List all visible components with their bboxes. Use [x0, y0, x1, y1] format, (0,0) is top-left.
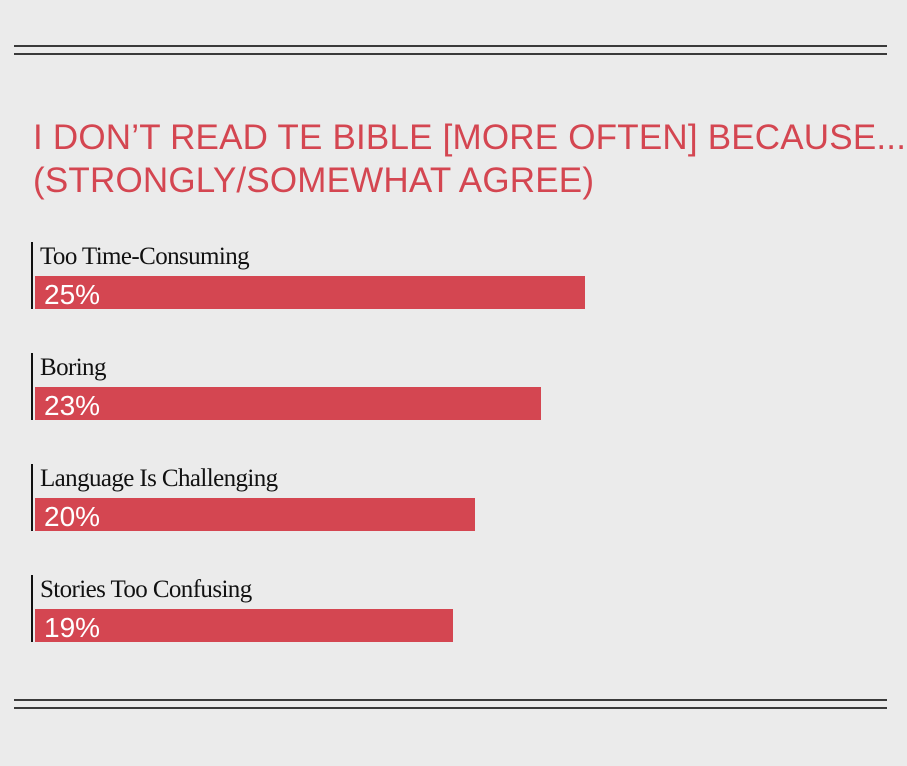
bar-language-is-challenging	[35, 498, 475, 531]
value-label-stories-too-confusing: 19%	[44, 612, 100, 643]
bottom-rule-1	[14, 699, 887, 701]
axis-tick-language-is-challenging	[31, 464, 33, 531]
value-label-boring: 23%	[44, 390, 100, 421]
category-label-too-time-consuming: Too Time-Consuming	[40, 243, 250, 270]
category-label-stories-too-confusing: Stories Too Confusing	[40, 576, 253, 603]
axis-tick-stories-too-confusing	[31, 575, 33, 642]
category-label-boring: Boring	[40, 354, 107, 381]
top-rule-1	[14, 45, 887, 47]
axis-tick-boring	[31, 353, 33, 420]
chart-title-line-1: I DON’T READ TE BIBLE [MORE OFTEN] BECAU…	[33, 118, 907, 157]
bar-stories-too-confusing	[35, 609, 453, 642]
value-label-language-is-challenging: 20%	[44, 501, 100, 532]
bar-too-time-consuming	[35, 276, 585, 309]
top-rule-2	[14, 53, 887, 55]
axis-tick-too-time-consuming	[31, 242, 33, 309]
bottom-rule-2	[14, 707, 887, 709]
bar-boring	[35, 387, 541, 420]
chart-title: I DON’T READ TE BIBLE [MORE OFTEN] BECAU…	[33, 116, 907, 202]
value-label-too-time-consuming: 25%	[44, 279, 100, 310]
category-label-language-is-challenging: Language Is Challenging	[40, 465, 279, 492]
chart-title-line-2: (STRONGLY/SOMEWHAT AGREE)	[33, 161, 595, 200]
